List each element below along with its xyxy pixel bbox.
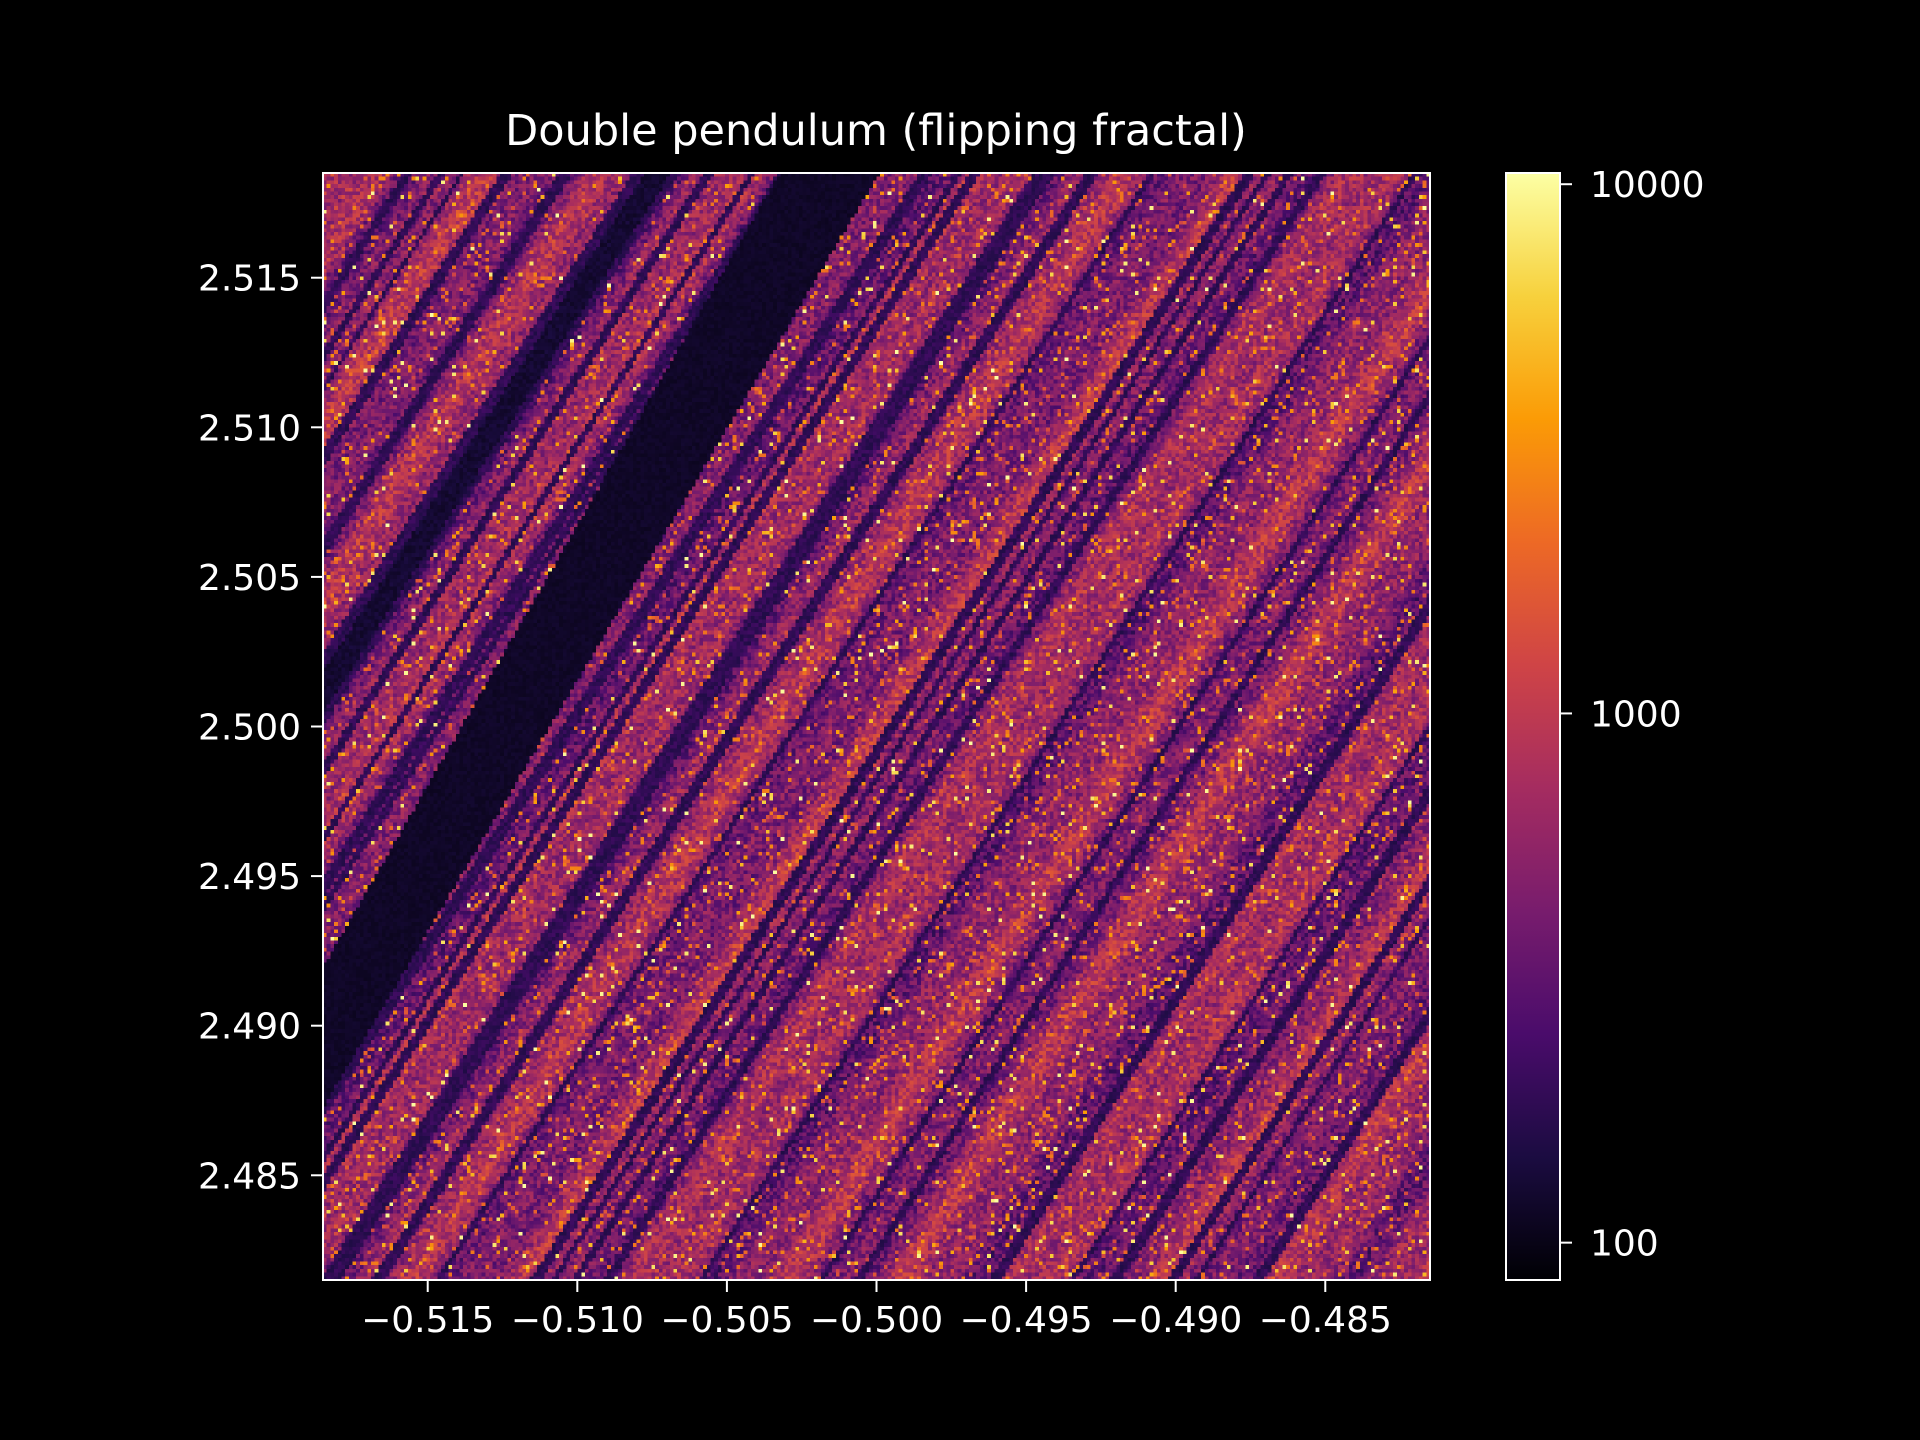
colorbar-gradient [1506, 173, 1560, 1280]
plot-area [322, 172, 1431, 1281]
y-axis: 2.485 2.490 2.495 2.500 2.505 2.510 2.515 [198, 259, 323, 1197]
x-tick-label: −0.505 [660, 1300, 793, 1341]
x-tick-label: −0.485 [1259, 1300, 1392, 1341]
x-tick-label: −0.495 [959, 1300, 1092, 1341]
y-tick-label: 2.490 [198, 1007, 301, 1048]
colorbar-tick-label: 1000 [1590, 694, 1682, 735]
x-tick-label: −0.490 [1109, 1300, 1242, 1341]
chart-title: Double pendulum (flipping fractal) [505, 106, 1247, 156]
x-axis: −0.515 −0.510 −0.505 −0.500 −0.495 −0.490 −0.4… [361, 1280, 1392, 1341]
colorbar-ticks: 100 1000 10000 [1560, 165, 1705, 1265]
colorbar: 100 1000 10000 [1505, 165, 1705, 1281]
y-tick-label: 2.515 [198, 259, 301, 300]
y-tick-label: 2.485 [198, 1156, 301, 1197]
x-tick-label: −0.510 [511, 1300, 644, 1341]
x-tick-label: −0.500 [810, 1300, 943, 1341]
colorbar-frame [1505, 172, 1561, 1281]
x-tick-label: −0.515 [361, 1300, 494, 1341]
y-tick-label: 2.505 [198, 558, 301, 599]
heatmap-image [323, 173, 1430, 1280]
y-tick-label: 2.500 [198, 708, 301, 749]
colorbar-tick-label: 100 [1590, 1224, 1659, 1265]
colorbar-tick-label: 10000 [1590, 165, 1705, 206]
y-tick-label: 2.510 [198, 408, 301, 449]
y-tick-label: 2.495 [198, 857, 301, 898]
